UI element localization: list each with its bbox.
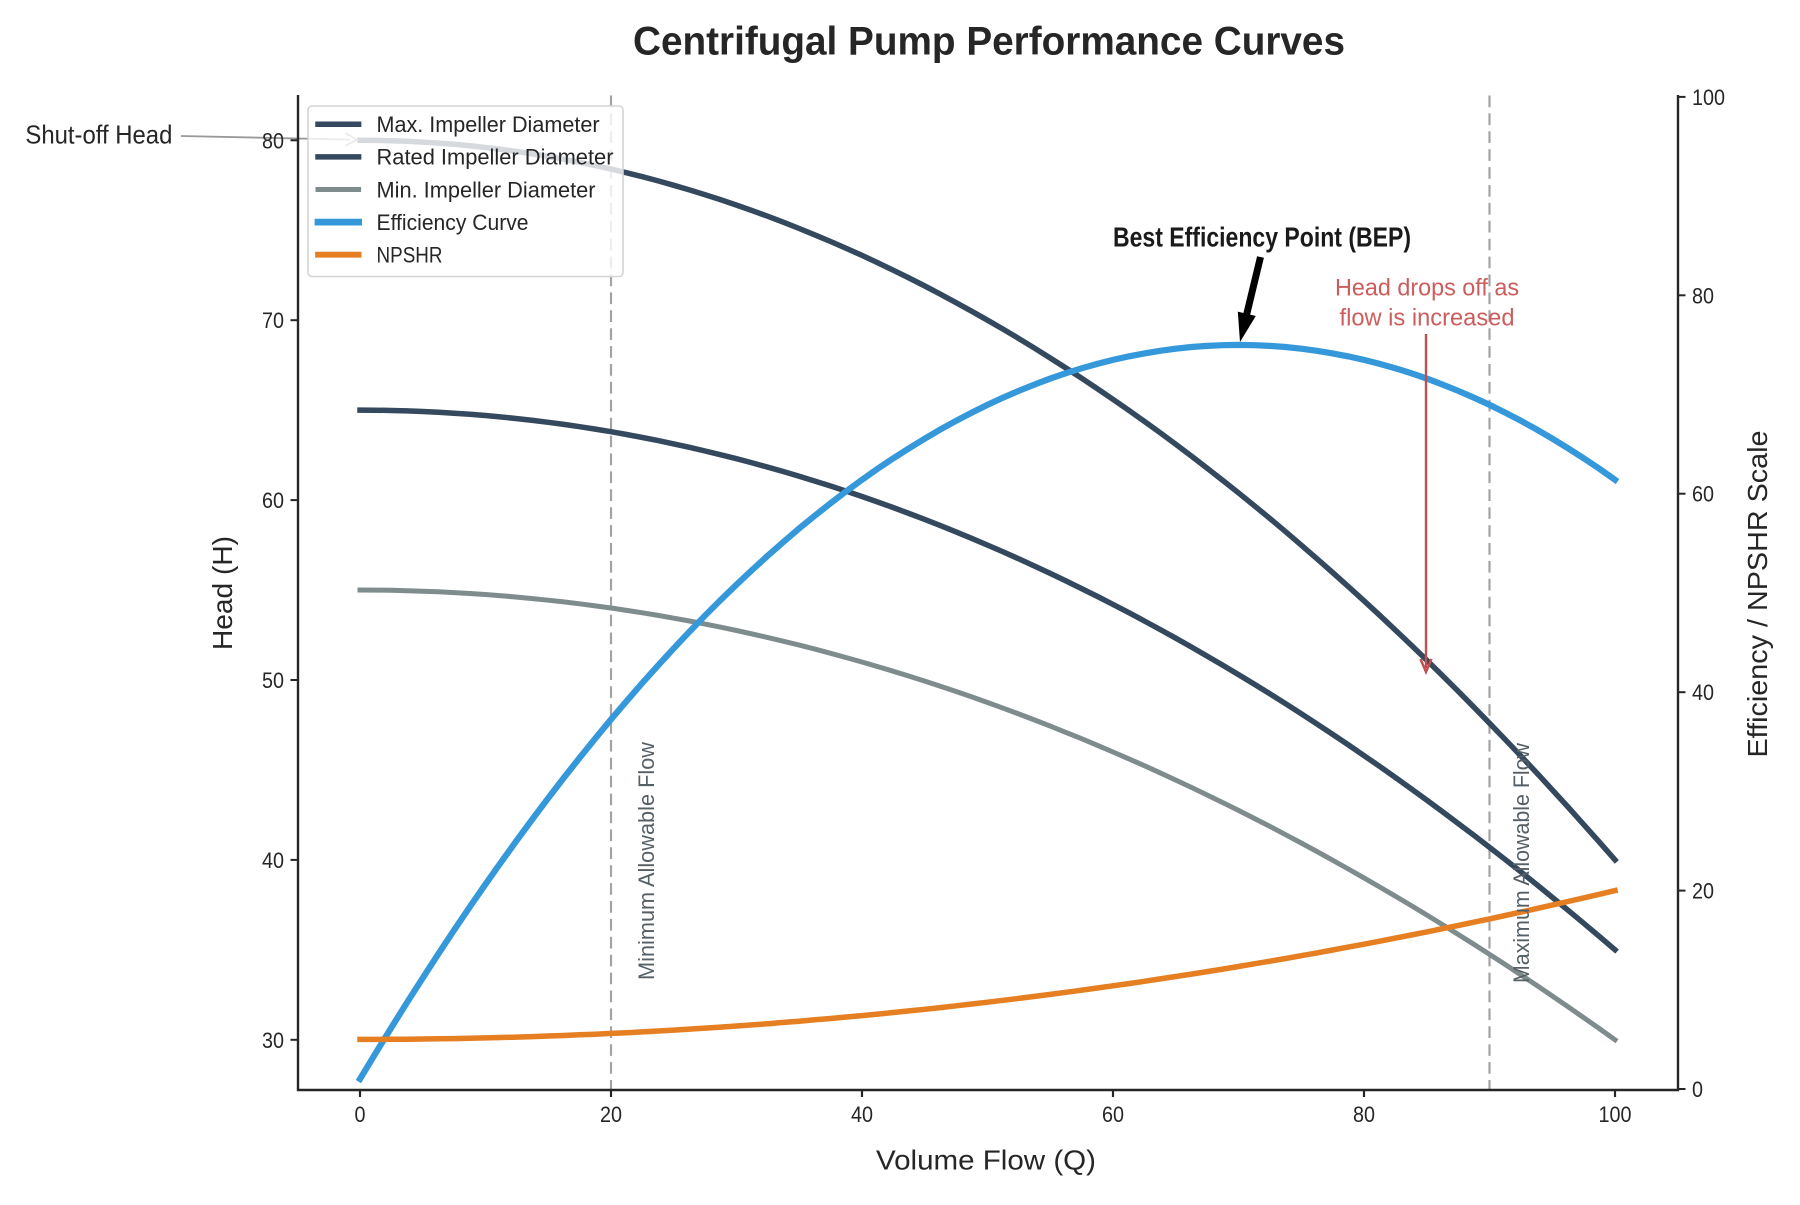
svg-text:Head (H): Head (H) — [207, 536, 238, 650]
svg-text:60: 60 — [1692, 482, 1714, 507]
svg-text:Efficiency Curve: Efficiency Curve — [377, 210, 529, 235]
svg-text:70: 70 — [262, 308, 284, 333]
svg-text:Shut-off Head: Shut-off Head — [25, 120, 172, 150]
svg-text:Maximum Allowable Flow: Maximum Allowable Flow — [1509, 743, 1534, 983]
svg-text:20: 20 — [600, 1102, 622, 1127]
svg-text:Minimum Allowable Flow: Minimum Allowable Flow — [634, 742, 659, 980]
svg-text:100: 100 — [1599, 1102, 1632, 1127]
svg-text:60: 60 — [262, 488, 284, 513]
svg-text:80: 80 — [1692, 283, 1714, 308]
svg-text:60: 60 — [1102, 1102, 1124, 1127]
svg-text:Head drops off as: Head drops off as — [1335, 274, 1519, 301]
svg-text:Volume Flow (Q): Volume Flow (Q) — [876, 1145, 1096, 1176]
svg-text:0: 0 — [1692, 1077, 1703, 1102]
svg-text:80: 80 — [1353, 1102, 1375, 1127]
svg-text:40: 40 — [851, 1102, 873, 1127]
svg-text:40: 40 — [1692, 680, 1714, 705]
svg-text:Min. Impeller Diameter: Min. Impeller Diameter — [377, 177, 596, 202]
svg-text:30: 30 — [262, 1028, 284, 1053]
svg-text:NPSHR: NPSHR — [377, 243, 443, 268]
svg-text:80: 80 — [262, 128, 284, 153]
svg-text:20: 20 — [1692, 879, 1714, 904]
svg-text:Rated Impeller Diameter: Rated Impeller Diameter — [377, 145, 614, 170]
svg-text:Best Efficiency Point (BEP): Best Efficiency Point (BEP) — [1113, 222, 1411, 253]
svg-text:Max. Impeller Diameter: Max. Impeller Diameter — [377, 112, 600, 137]
svg-text:flow is increased: flow is increased — [1340, 305, 1515, 332]
svg-text:Centrifugal Pump Performance C: Centrifugal Pump Performance Curves — [633, 20, 1345, 64]
svg-text:0: 0 — [355, 1102, 366, 1127]
svg-text:100: 100 — [1692, 85, 1725, 110]
svg-text:40: 40 — [262, 848, 284, 873]
svg-text:Efficiency / NPSHR Scale: Efficiency / NPSHR Scale — [1742, 431, 1773, 758]
svg-text:50: 50 — [262, 668, 284, 693]
